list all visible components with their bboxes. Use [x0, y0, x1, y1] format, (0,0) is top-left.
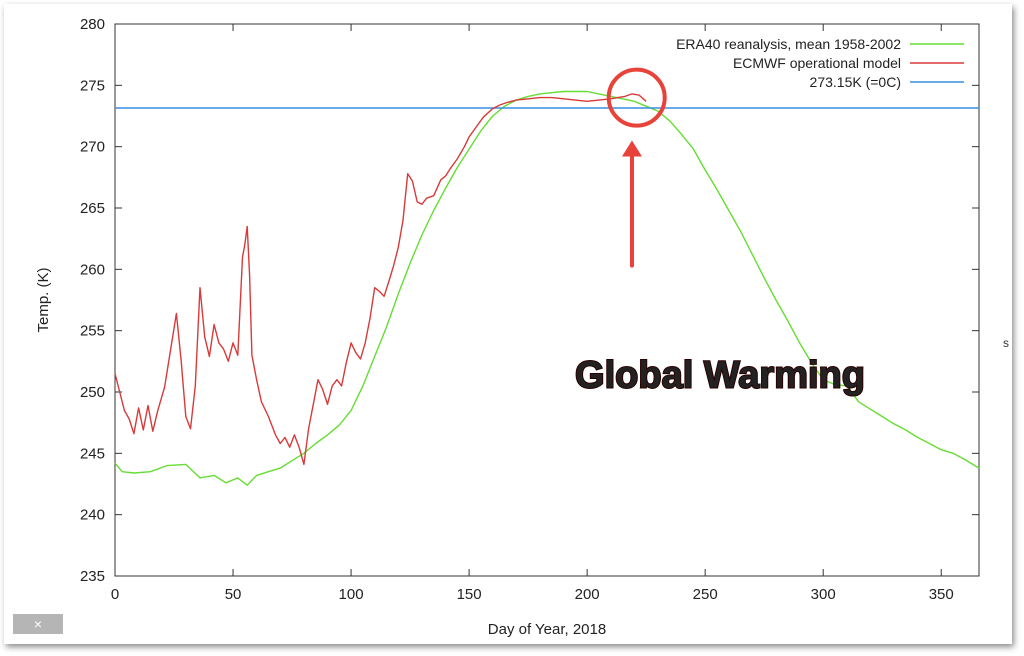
y-tick-labels: 235 240 245 250 255 260 265 270 275 280: [80, 16, 105, 585]
y-tick-label: 260: [80, 261, 105, 278]
y-axis-title: Temp. (K): [35, 267, 52, 332]
x-axis-title: Day of Year, 2018: [488, 621, 606, 638]
ecmwf-series-line: [114, 93, 647, 466]
y-tick-label: 270: [80, 139, 105, 156]
x-tick-label: 200: [575, 586, 600, 603]
legend-entry-era40: ERA40 reanalysis, mean 1958-2002: [676, 36, 901, 52]
plot-area: [114, 23, 980, 577]
x-tick-label: 250: [693, 586, 718, 603]
y-tick-label: 280: [80, 16, 105, 33]
annotations: Global Warming: [574, 67, 866, 398]
close-overlay-button[interactable]: ×: [13, 614, 63, 634]
annotation-arrow-head: [621, 140, 642, 157]
series-lines: [114, 90, 980, 486]
y-tick-label: 240: [80, 507, 105, 524]
edge-glyph: s: [1003, 336, 1009, 350]
x-tick-label: 300: [811, 586, 836, 603]
y-tick-label: 245: [80, 445, 105, 462]
x-tick-label: 150: [457, 586, 482, 603]
x-tick-labels: 0 50 100 150 200 250 300 350: [111, 586, 954, 603]
era40-series-line: [114, 90, 980, 486]
y-tick-label: 265: [80, 200, 105, 217]
y-tick-label: 255: [80, 323, 105, 340]
y-tick-label: 250: [80, 384, 105, 401]
y-tick-label: 235: [80, 568, 105, 585]
x-tick-label: 0: [111, 586, 119, 603]
legend: ERA40 reanalysis, mean 1958-2002 ECMWF op…: [676, 36, 964, 90]
global-warming-label: Global Warming: [575, 355, 865, 397]
highlight-circle: [606, 67, 667, 128]
x-tick-label: 100: [339, 586, 364, 603]
x-tick-label: 50: [225, 586, 242, 603]
legend-entry-ecmwf: ECMWF operational model: [733, 55, 901, 71]
legend-entry-freezing: 273.15K (=0C): [810, 74, 901, 90]
y-tick-label: 275: [80, 77, 105, 94]
x-tick-label: 350: [929, 586, 954, 603]
temperature-chart: 0 50 100 150 200 250 300 350 235 240 245 250 255 260…: [35, 16, 980, 638]
close-icon[interactable]: ×: [33, 616, 43, 632]
axis-ticks: [114, 23, 979, 577]
screenshot-frame: 0 50 100 150 200 250 300 350 235 240 245 250 255 260…: [4, 4, 1012, 644]
